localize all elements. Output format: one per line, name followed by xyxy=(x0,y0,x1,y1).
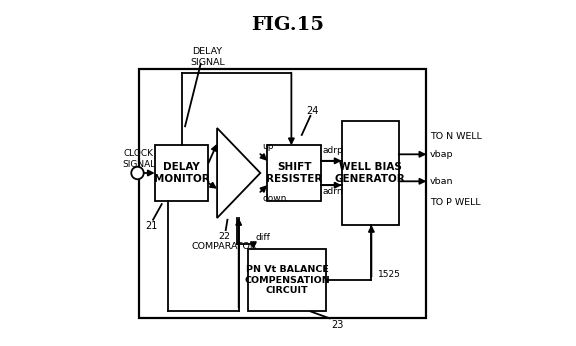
Text: TO N WELL: TO N WELL xyxy=(430,132,482,141)
Text: PN Vt BALANCE
COMPENSATION
CIRCUIT: PN Vt BALANCE COMPENSATION CIRCUIT xyxy=(244,265,330,295)
Bar xyxy=(248,249,326,311)
Text: WELL BIAS
GENERATOR: WELL BIAS GENERATOR xyxy=(335,162,406,184)
Text: adrn: adrn xyxy=(323,187,343,196)
Bar xyxy=(267,145,321,201)
Polygon shape xyxy=(217,128,260,218)
Text: DELAY
SIGNAL: DELAY SIGNAL xyxy=(190,47,225,67)
Text: 24: 24 xyxy=(306,106,319,116)
Text: 21: 21 xyxy=(145,221,157,231)
Text: vbap: vbap xyxy=(430,150,453,159)
Circle shape xyxy=(131,167,144,179)
Text: 23: 23 xyxy=(331,320,344,330)
Text: 22
COMPARATOR: 22 COMPARATOR xyxy=(191,232,257,251)
Text: DELAY
MONITOR: DELAY MONITOR xyxy=(154,162,210,184)
Text: diff: diff xyxy=(255,233,270,242)
Text: up: up xyxy=(262,142,274,151)
Text: adrp: adrp xyxy=(323,146,343,155)
Text: SHIFT
RESISTER: SHIFT RESISTER xyxy=(266,162,322,184)
Text: 1525: 1525 xyxy=(378,270,401,279)
Text: down: down xyxy=(262,194,286,203)
Bar xyxy=(139,69,426,318)
Text: CLOCK
SIGNAL: CLOCK SIGNAL xyxy=(122,149,155,169)
Bar xyxy=(342,121,399,225)
Text: vban: vban xyxy=(430,177,453,186)
Text: TO P WELL: TO P WELL xyxy=(430,198,480,207)
Bar xyxy=(155,145,209,201)
Text: FIG.15: FIG.15 xyxy=(252,16,324,34)
